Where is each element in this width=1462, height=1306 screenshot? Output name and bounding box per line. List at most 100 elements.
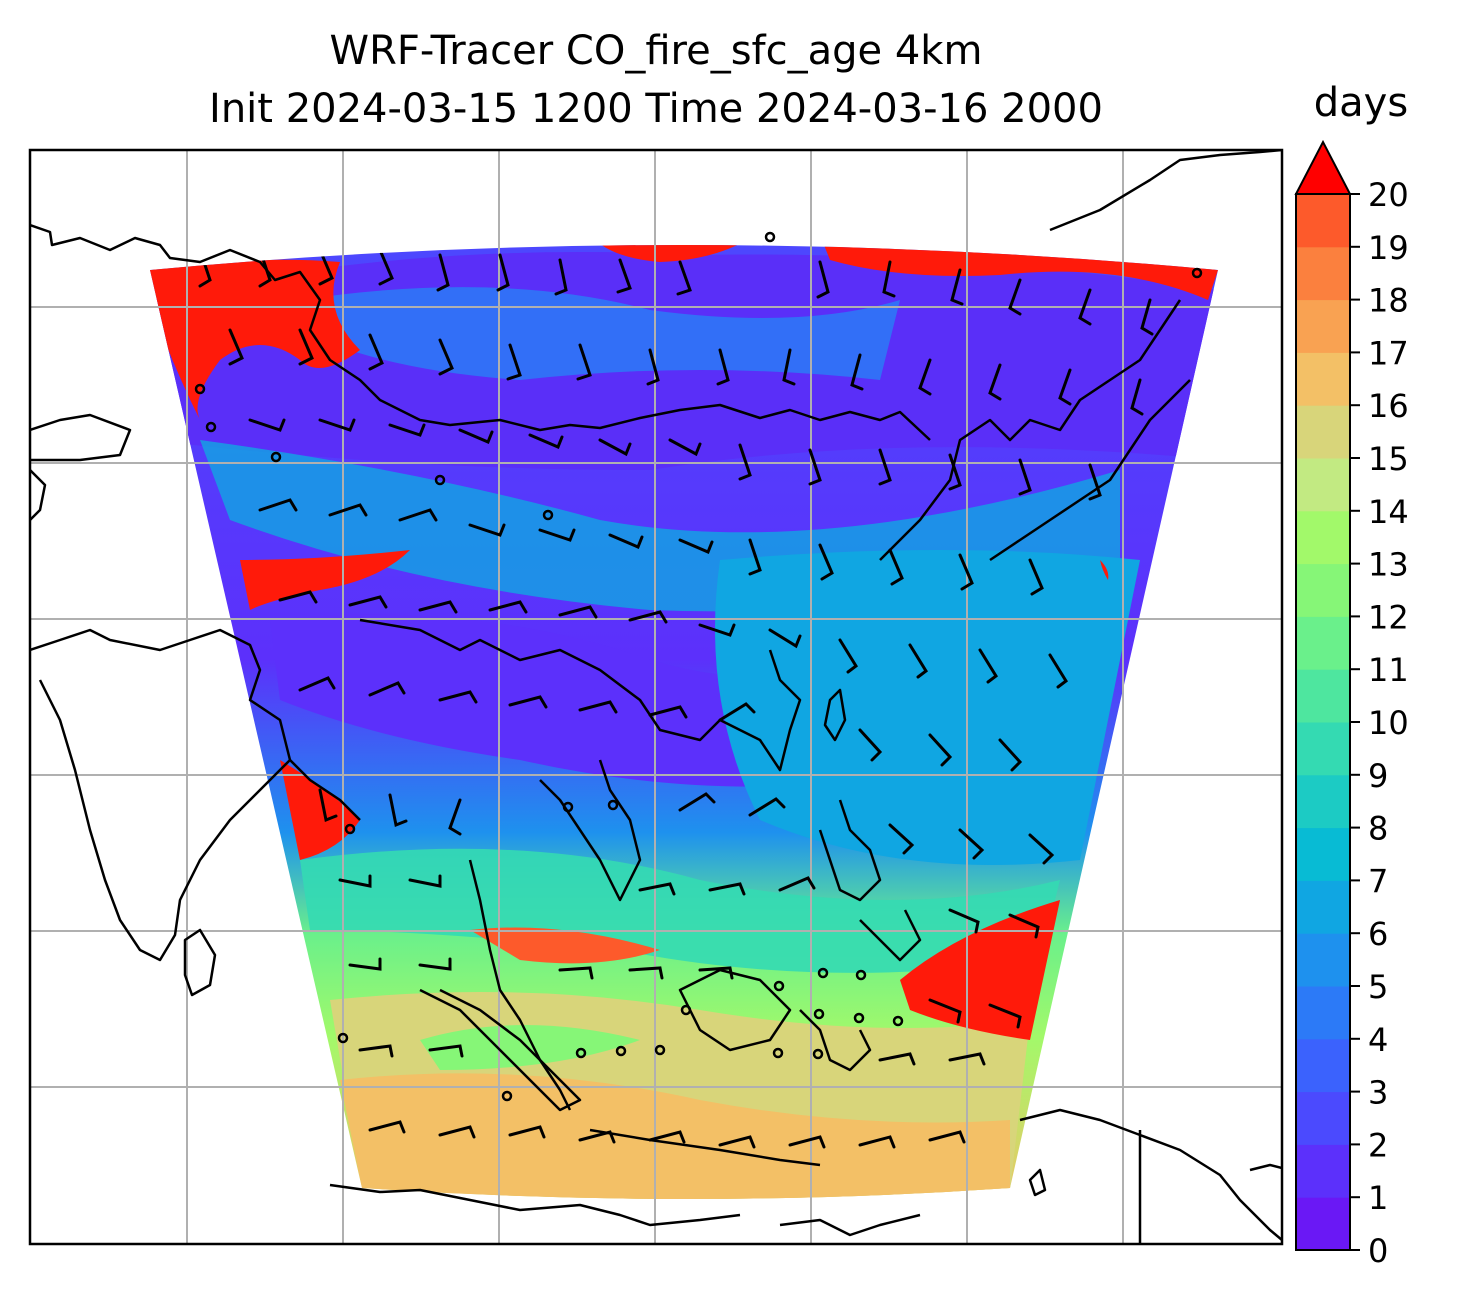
- colorbar-segment: [1296, 986, 1350, 1040]
- calm-marker: [562, 801, 574, 813]
- field-region-central-violet: [270, 614, 880, 787]
- colorbar-tick-label: 0: [1368, 1232, 1388, 1270]
- wind-barb: [908, 643, 928, 679]
- wind-barb: [698, 966, 734, 980]
- wind-barb: [768, 628, 802, 649]
- coastline-north-continent: [30, 223, 931, 441]
- colorbar-segment: [1296, 563, 1350, 617]
- wind-barb: [858, 1135, 896, 1149]
- wind-barb: [628, 610, 668, 624]
- wind-barb: [808, 448, 822, 486]
- colorbar-tick-label: 9: [1368, 757, 1388, 795]
- wind-barb: [228, 328, 244, 366]
- wind-barb: [368, 333, 384, 371]
- coastline-small-island: [1028, 1168, 1047, 1197]
- calm-marker: [812, 1048, 824, 1060]
- colorbar-units-label: days: [1313, 80, 1409, 126]
- wind-barb: [388, 423, 426, 437]
- calm-marker: [855, 969, 867, 981]
- wind-barb: [1018, 458, 1032, 496]
- wind-barb: [348, 595, 388, 609]
- colorbar-segment: [1296, 616, 1350, 670]
- wind-barb: [418, 600, 458, 614]
- coastline-timor: [779, 1213, 921, 1237]
- colorbar-segment: [1296, 1197, 1350, 1251]
- field-region-east-red-dot: [1100, 560, 1109, 580]
- wind-barb: [436, 253, 450, 292]
- wind-barb: [318, 418, 356, 432]
- wind-barb: [678, 792, 716, 812]
- wind-barb: [708, 882, 746, 896]
- colorbar-tick-label: 19: [1368, 229, 1409, 267]
- coastline-taiwan: [823, 688, 847, 742]
- wind-barb: [528, 433, 564, 449]
- wind-barb: [988, 1003, 1022, 1029]
- wind-barb: [748, 538, 762, 576]
- wind-barb: [1028, 833, 1055, 865]
- wind-barb: [258, 498, 298, 512]
- wind-barb: [948, 453, 962, 491]
- calm-marker: [772, 1047, 784, 1059]
- calm-marker: [607, 799, 619, 811]
- wind-barb: [558, 605, 598, 619]
- calm-marker: [773, 980, 785, 992]
- calm-wind-markers: [194, 231, 1203, 1102]
- calm-marker: [680, 1004, 692, 1016]
- calm-marker: [434, 474, 446, 486]
- wind-barb: [1088, 463, 1102, 501]
- wind-barb: [648, 1130, 686, 1144]
- wind-barb: [988, 363, 1002, 401]
- field-region-north-blue: [300, 287, 900, 380]
- wind-barb: [248, 418, 286, 432]
- colorbar-tick-label: 18: [1368, 282, 1409, 320]
- colorbar-segment: [1296, 1144, 1350, 1198]
- wind-barb: [448, 798, 462, 836]
- wind-barb: [418, 957, 452, 971]
- calm-marker: [892, 1015, 904, 1027]
- wind-barb: [338, 874, 372, 888]
- wind-barb: [438, 338, 454, 376]
- calm-marker: [501, 1090, 513, 1102]
- coastline-sumatra: [419, 988, 582, 1112]
- colorbar-segment: [1296, 1091, 1350, 1145]
- wind-barb: [668, 438, 702, 457]
- colorbar-segment: [1296, 669, 1350, 723]
- wind-barb: [888, 823, 915, 855]
- wind-barb: [978, 648, 998, 684]
- colorbar-segment: [1296, 933, 1350, 987]
- colorbar-tick-label: 20: [1368, 176, 1409, 214]
- coastline-java: [589, 1128, 821, 1167]
- wind-barb: [438, 1125, 476, 1139]
- calm-marker: [194, 383, 206, 395]
- colorbar-segment: [1296, 880, 1350, 934]
- wind-barb: [878, 1052, 916, 1066]
- wind-barb: [428, 1044, 464, 1058]
- wind-barb: [788, 1135, 826, 1149]
- wind-barb: [616, 258, 632, 294]
- wind-barb: [858, 728, 883, 762]
- wind-barb: [508, 695, 548, 709]
- field-region-central-orange-streak: [470, 927, 660, 964]
- coastline-south-asia-north: [30, 628, 361, 821]
- colorbar-segment: [1296, 352, 1350, 406]
- wind-barb: [554, 258, 568, 296]
- calm-marker: [764, 231, 776, 243]
- colorbar-segment: [1296, 510, 1350, 565]
- colorbar-segment: [1296, 458, 1350, 512]
- map-gridlines: [30, 150, 1282, 1244]
- coastlines: [30, 150, 1282, 1244]
- wind-barb: [1058, 368, 1072, 406]
- wind-barb: [948, 1052, 986, 1066]
- coastline-borneo: [678, 968, 792, 1052]
- wind-barb: [698, 623, 736, 637]
- field-region-south-orange: [340, 1073, 1010, 1199]
- wind-barb: [716, 348, 730, 386]
- calm-marker: [813, 1008, 825, 1020]
- wind-barb: [998, 738, 1023, 772]
- wind-barb: [488, 600, 528, 614]
- calm-marker: [575, 1047, 587, 1059]
- wind-barbs: [198, 248, 1154, 1149]
- wind-barb: [508, 1125, 546, 1139]
- coastline-arabian-edge: [30, 469, 47, 521]
- wind-barb: [298, 676, 336, 692]
